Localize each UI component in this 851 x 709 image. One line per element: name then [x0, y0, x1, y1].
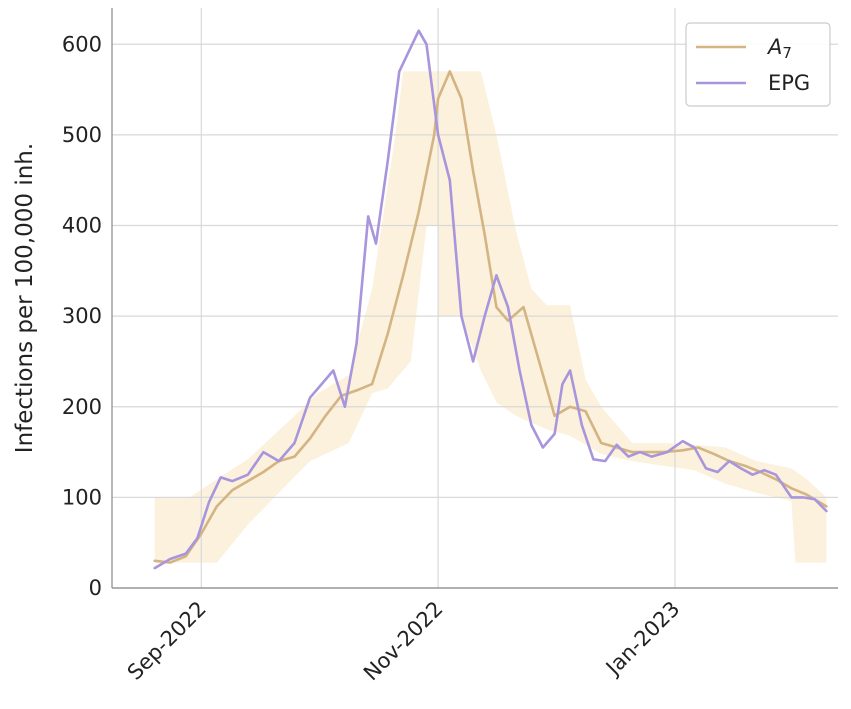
legend-box — [685, 22, 831, 107]
y-tick-label: 300 — [62, 304, 102, 328]
y-tick-labels: 0 100 200 300 400 500 600 — [62, 32, 102, 600]
legend-entry-label: A7 — [766, 35, 792, 62]
y-axis-label: Infections per 100,000 inh. — [12, 143, 38, 453]
y-tick-label: 100 — [62, 485, 102, 509]
x-tick-labels: Sep-2022 Nov-2022 Jan-2023 — [123, 597, 685, 686]
y-tick-label: 0 — [89, 576, 102, 600]
uncertainty-band — [154, 71, 827, 563]
grid-lines — [112, 8, 838, 589]
axes — [111, 8, 838, 589]
series-line-a — [153, 70, 828, 564]
band-area — [154, 71, 827, 563]
y-tick-label: 500 — [62, 123, 102, 147]
x-tick-label: Jan-2023 — [600, 597, 684, 681]
legend: A7 EPG — [685, 22, 831, 107]
x-tick-label: Sep-2022 — [123, 597, 211, 685]
y-tick-label: 600 — [62, 32, 102, 56]
y-tick-label: 200 — [62, 395, 102, 419]
y-tick-label: 400 — [62, 214, 102, 238]
series-lines — [153, 29, 828, 570]
legend-entry-label: EPG — [768, 71, 810, 95]
series-line-epg — [153, 29, 828, 570]
x-tick-label: Nov-2022 — [359, 597, 448, 686]
